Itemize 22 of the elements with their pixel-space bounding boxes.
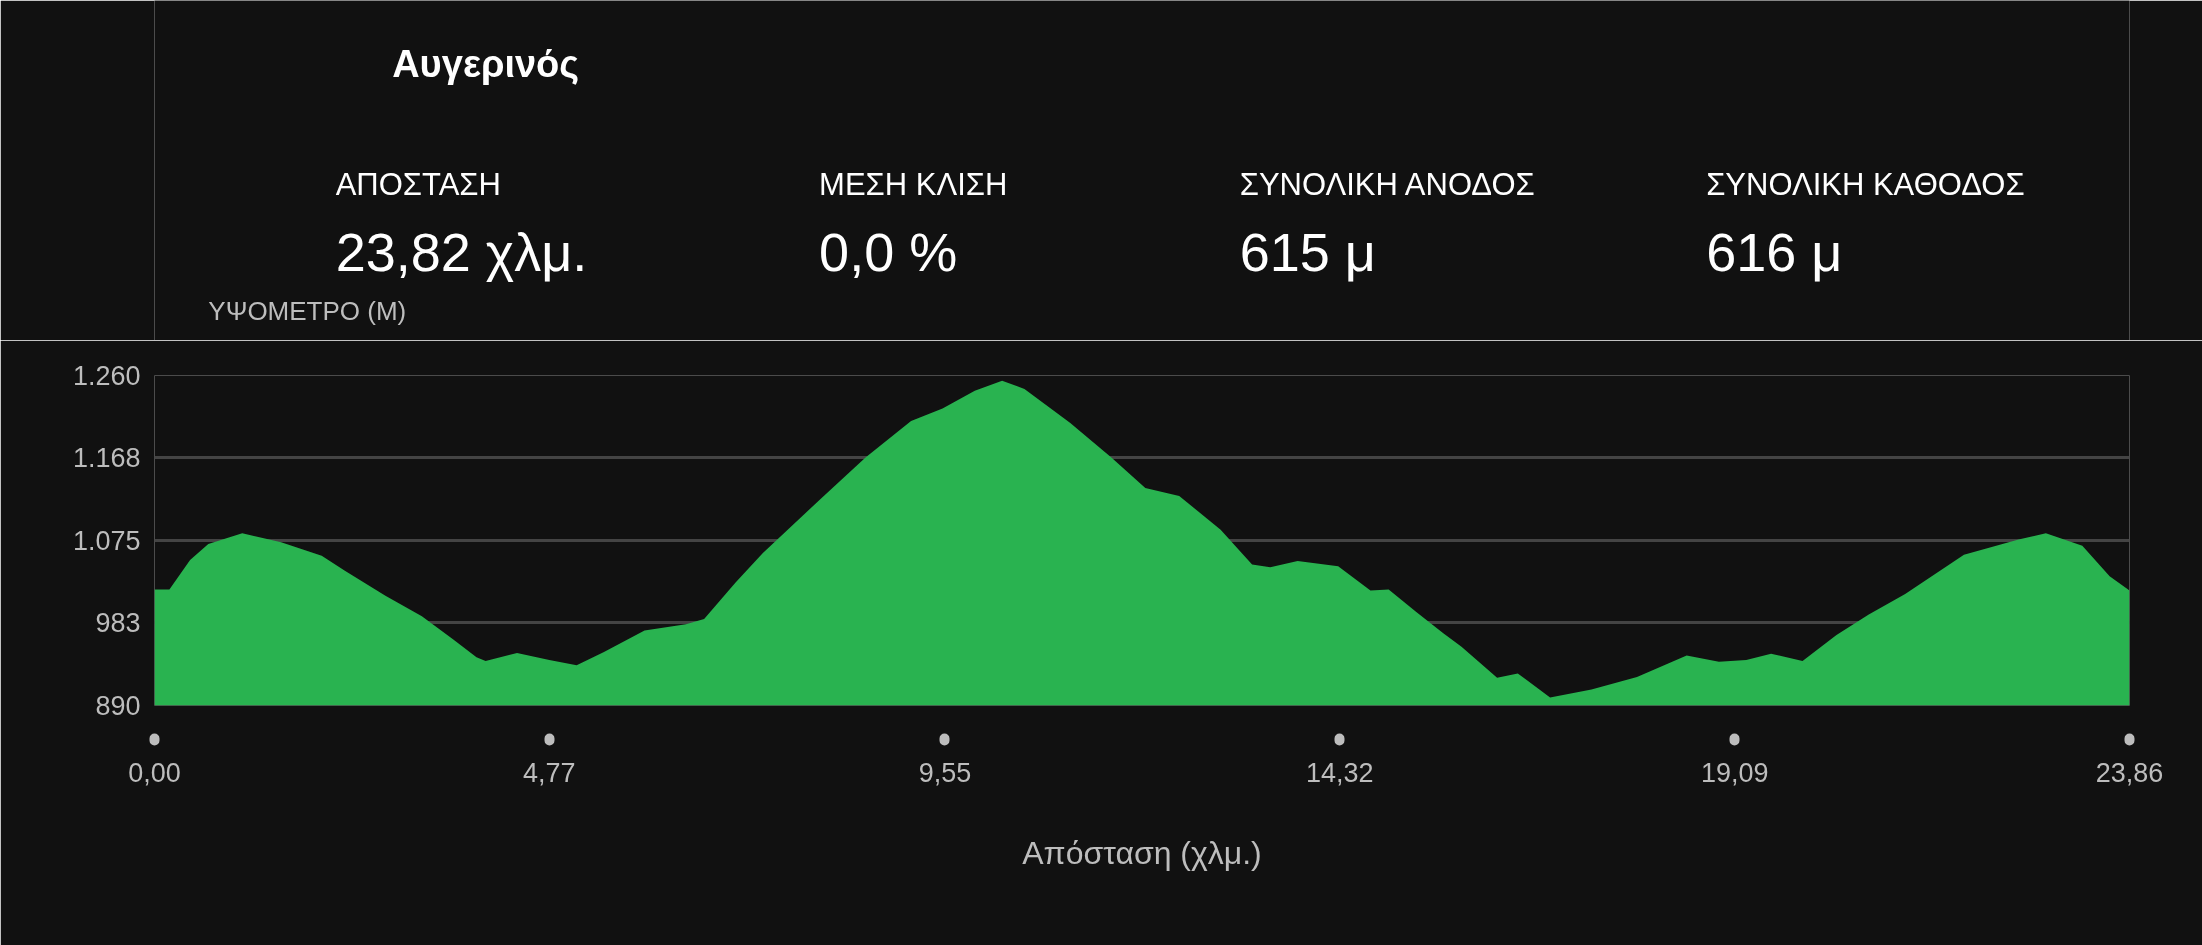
x-tick-label: 19,09 [1700,757,1769,788]
text: ΣΥΝΟΛΙΚΗ ΑΝΟΔΟΣ [1239,167,1535,202]
text: 616 μ [1706,221,1843,282]
text: ΣΥΝΟΛΙΚΗ ΚΑΘΟΔΟΣ [1706,167,2025,202]
x-tick-label: 0,00 [128,757,181,788]
y-tick-label: 1.260 [72,361,141,391]
x-axis-title: Απόσταση (χλμ.) [1022,834,1262,871]
y-tick-label: 983 [95,608,141,639]
y-tick-label: 1.168 [72,443,141,474]
text: 23,82 χλμ. [335,221,588,282]
x-tick-label: 14,32 [1306,757,1374,788]
x-tick-label: 4,77 [523,757,576,788]
text: ΑΠΟΣΤΑΣΗ [335,167,501,202]
y-tick-label: 890 [95,691,141,721]
x-tick-label: 9,55 [918,757,972,788]
text: ΜΕΣΗ ΚΛΙΣΗ [819,167,1008,202]
y-tick-label: 1.075 [72,526,141,556]
chart-title: Αυγερινός [392,42,580,85]
y-axis-title: ΥΨΟΜΕΤΡΟ (Μ) [208,295,407,326]
text: 615 μ [1239,221,1376,282]
text: 0,0 % [819,221,958,282]
x-tick-label: 23,86 [2095,757,2164,788]
